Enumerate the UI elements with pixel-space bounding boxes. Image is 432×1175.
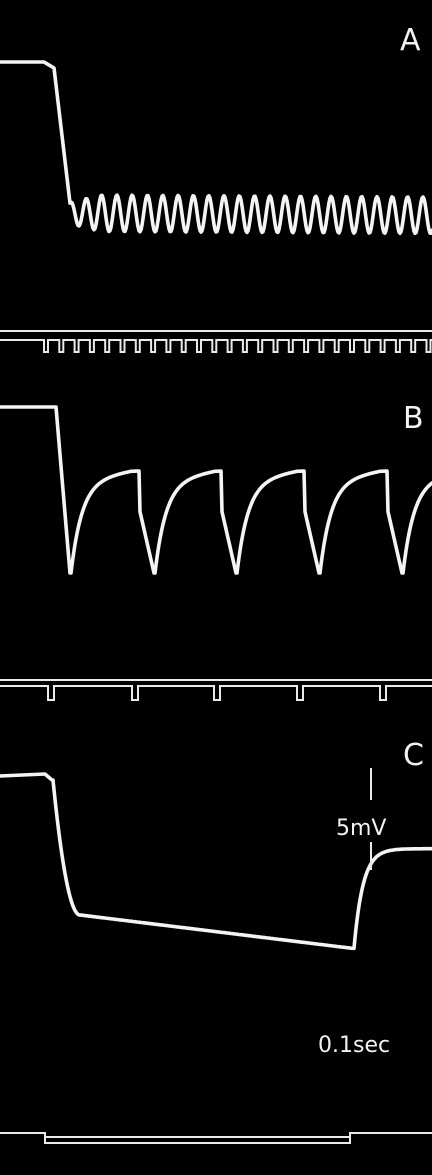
voltage-scale-label: 5mV: [336, 816, 386, 841]
panel-b-stimulus-trace: [0, 679, 432, 701]
panel-b-label: B: [403, 401, 424, 436]
panel-a-label: A: [400, 23, 421, 58]
panel-a-voltage-trace: [0, 60, 432, 236]
panel-b-stimulus-path: [0, 685, 432, 701]
panel-c-voltage-trace: [0, 772, 432, 951]
panel-c-stimulus-trace: [0, 1132, 432, 1144]
time-scale-label: 0.1sec: [318, 1033, 390, 1058]
panel-c: C 5mV 0.1sec: [0, 738, 432, 1144]
panel-a-stimulus-trace: [0, 330, 432, 353]
panel-c-label: C: [403, 738, 424, 773]
panel-b-voltage-trace: [0, 405, 432, 575]
panel-c-stimulus-path: [0, 1132, 432, 1144]
panel-a-stimulus-path: [0, 339, 432, 353]
panel-b: B: [0, 401, 432, 701]
panel-a: A: [0, 23, 432, 353]
